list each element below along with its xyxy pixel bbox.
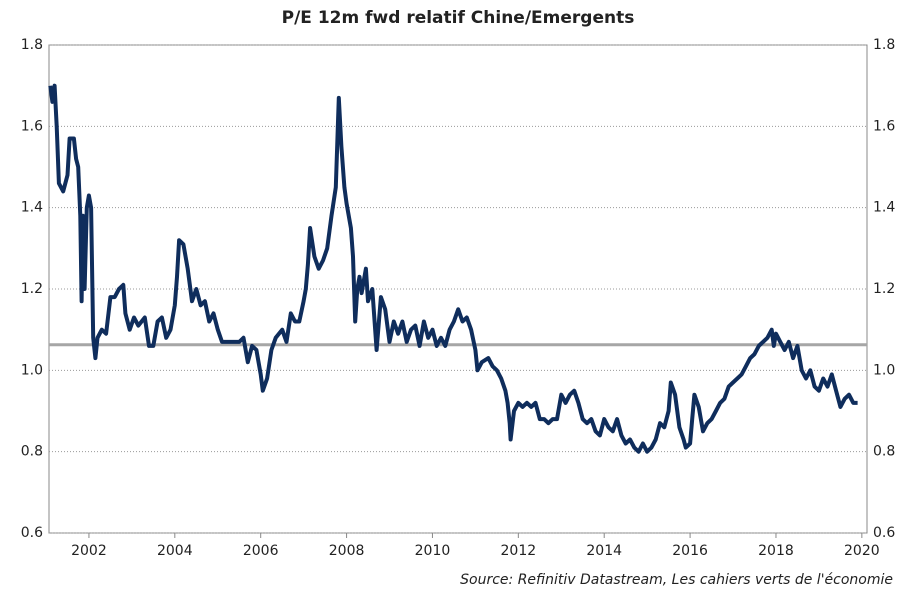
- y-tick-label: 1.8: [21, 37, 43, 53]
- data-line: [48, 83, 858, 454]
- y2-tick-label: 1.0: [873, 362, 895, 378]
- y-tick-label: 0.6: [21, 525, 43, 541]
- x-tick-label: 2018: [758, 543, 794, 559]
- y2-tick-label: 0.6: [873, 525, 895, 541]
- y-tick-label: 1.4: [21, 200, 43, 216]
- chart-title: P/E 12m fwd relatif Chine/Emergents: [282, 8, 635, 28]
- y-tick-label: 0.8: [21, 444, 43, 460]
- y2-tick-label: 1.8: [873, 37, 895, 53]
- y2-tick-label: 1.2: [873, 281, 895, 297]
- x-tick-label: 2016: [672, 543, 708, 559]
- x-tick-label: 2002: [71, 543, 107, 559]
- x-tick-label: 2020: [844, 543, 880, 559]
- x-tick-label: 2004: [157, 543, 193, 559]
- y-tick-label: 1.6: [21, 118, 43, 134]
- y2-tick-label: 0.8: [873, 444, 895, 460]
- x-tick-label: 2014: [586, 543, 622, 559]
- x-tick-label: 2006: [243, 543, 279, 559]
- y-tick-label: 1.2: [21, 281, 43, 297]
- y2-tick-label: 1.6: [873, 118, 895, 134]
- y2-tick-label: 1.4: [873, 200, 895, 216]
- y-tick-label: 1.0: [21, 362, 43, 378]
- x-tick-label: 2008: [329, 543, 365, 559]
- x-tick-label: 2010: [415, 543, 451, 559]
- source-note: Source: Refinitiv Datastream, Les cahier…: [460, 572, 893, 588]
- x-tick-label: 2012: [501, 543, 537, 559]
